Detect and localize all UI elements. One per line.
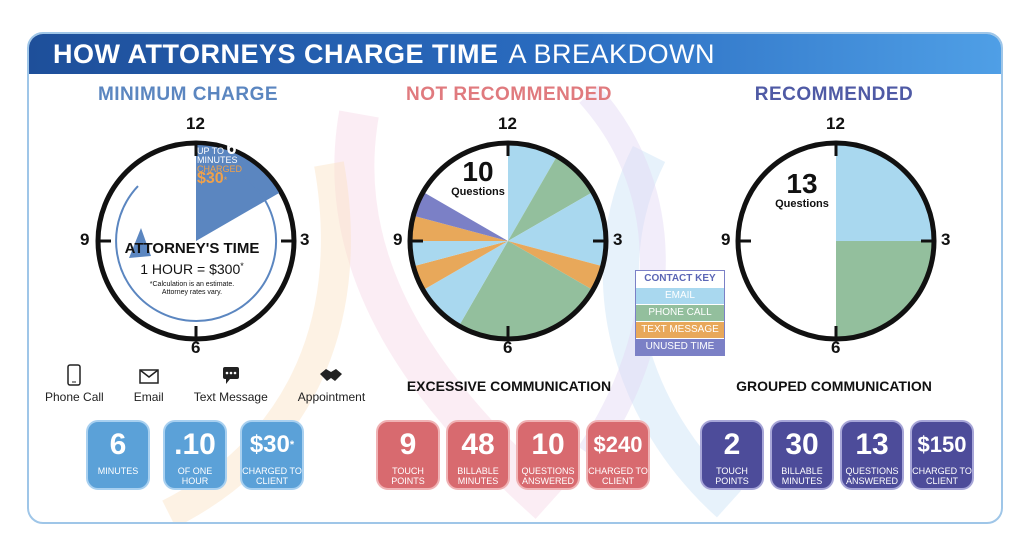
clock-minimum	[95, 140, 297, 342]
clock-not-recommended	[407, 140, 609, 342]
stat-minimum-charged: $30* CHARGED TO CLIENT	[240, 420, 304, 490]
clock-minimum-hour-6: 6	[191, 338, 201, 357]
clock-minimum-hour-3: 3	[300, 230, 310, 249]
contact-key: CONTACT KEY EMAIL PHONE CALL TEXT MESSAG…	[635, 270, 725, 356]
clock-not-recommended-hour-3: 3	[613, 230, 623, 249]
email-icon	[138, 369, 159, 384]
text-message-icon	[222, 367, 239, 384]
stat-minimum-minutes: 6 MINUTES	[86, 420, 150, 490]
icon-email: Email	[134, 364, 164, 404]
infographic-frame: HOW ATTORNEYS CHARGE TIME A BREAKDOWN MI…	[27, 32, 1003, 524]
stat-excessive-questions: 10 QUESTIONS ANSWERED	[516, 420, 580, 490]
clock-not-recommended-wedges	[412, 145, 604, 337]
stat-grouped-charged: $150 CHARGED TO CLIENT	[910, 420, 974, 490]
section-title-recommended: RECOMMENDED	[754, 84, 914, 105]
clock-recommended	[735, 140, 937, 342]
icon-appointment: Appointment	[298, 364, 365, 404]
header-banner: HOW ATTORNEYS CHARGE TIME A BREAKDOWN	[29, 34, 1001, 74]
header-title: HOW ATTORNEYS CHARGE TIME	[53, 38, 499, 69]
icon-phone-call: Phone Call	[45, 364, 104, 404]
clock-minimum-wedge-text: UP TO 6 MINUTES CHARGED $30*	[197, 138, 243, 187]
stat-minimum-fraction: .10 OF ONE HOUR	[163, 420, 227, 490]
contact-key-title: CONTACT KEY	[636, 271, 724, 288]
contact-key-text: TEXT MESSAGE	[636, 322, 724, 339]
clock-recommended-phone-wedge	[836, 241, 932, 337]
clock-minimum-center-text: ATTORNEY'S TIME 1 HOUR = $300* *Calculat…	[124, 240, 260, 296]
contact-key-phone: PHONE CALL	[636, 305, 724, 322]
phone-icon	[67, 364, 82, 386]
stat-grouped-questions: 13 QUESTIONS ANSWERED	[840, 420, 904, 490]
subtitle-grouped: GROUPED COMMUNICATION	[736, 378, 932, 394]
clock-minimum-hour-12: 12	[186, 114, 205, 133]
subtitle-excessive: EXCESSIVE COMMUNICATION	[406, 378, 612, 394]
stat-grouped-billable-minutes: 30 BILLABLE MINUTES	[770, 420, 834, 490]
contact-key-unused: UNUSED TIME	[636, 339, 724, 355]
clock-not-recommended-count: 10 Questions	[451, 156, 505, 199]
clock-minimum-six-minute-wedge	[196, 145, 280, 241]
clock-minimum-arrow	[129, 228, 151, 258]
clock-recommended-hour-6: 6	[831, 338, 841, 357]
header-subtitle: A BREAKDOWN	[508, 38, 716, 69]
contact-icons-row: Phone Call Email Text Message Appointmen…	[45, 364, 365, 404]
clock-recommended-hour-3: 3	[941, 230, 951, 249]
clock-recommended-count: 13 Questions	[775, 168, 829, 211]
contact-key-email: EMAIL	[636, 288, 724, 305]
clock-not-recommended-hour-9: 9	[393, 230, 403, 249]
section-title-not-recommended: NOT RECOMMENDED	[406, 84, 612, 105]
clock-recommended-hour-9: 9	[721, 230, 731, 249]
stat-excessive-charged: $240 CHARGED TO CLIENT	[586, 420, 650, 490]
clock-minimum-hour-9: 9	[80, 230, 90, 249]
stat-grouped-touch-points: 2 TOUCH POINTS	[700, 420, 764, 490]
section-title-minimum: MINIMUM CHARGE	[97, 84, 279, 105]
handshake-icon	[320, 369, 343, 381]
stat-excessive-touch-points: 9 TOUCH POINTS	[376, 420, 440, 490]
clock-not-recommended-hour-12: 12	[498, 114, 517, 133]
stat-excessive-billable-minutes: 48 BILLABLE MINUTES	[446, 420, 510, 490]
clock-not-recommended-hour-6: 6	[503, 338, 513, 357]
icon-text-message: Text Message	[194, 364, 268, 404]
clock-recommended-hour-12: 12	[826, 114, 845, 133]
clock-recommended-email-wedge	[836, 145, 932, 241]
